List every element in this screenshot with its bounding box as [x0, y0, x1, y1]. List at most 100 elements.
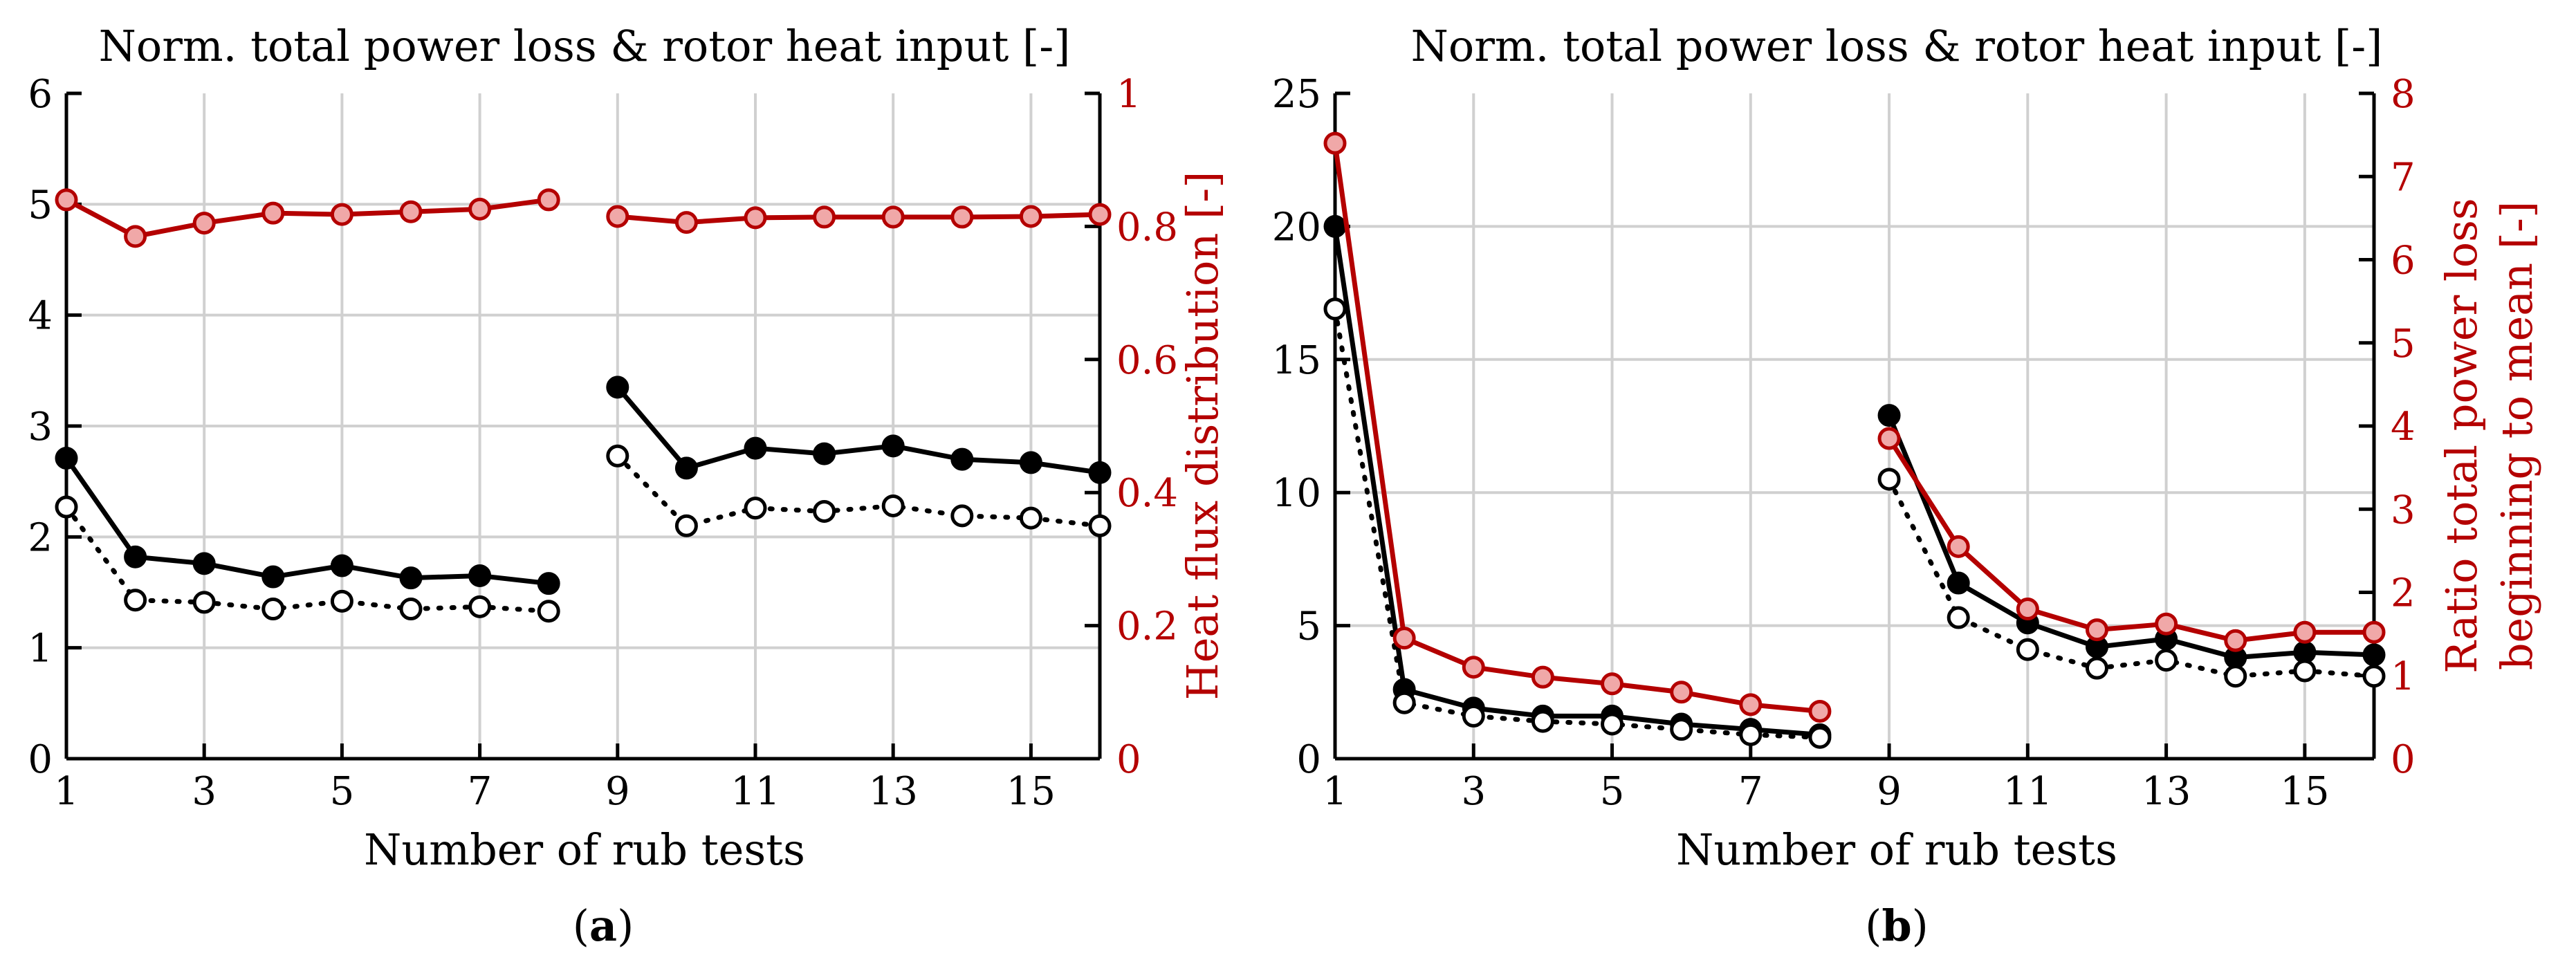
- data-point: [261, 201, 285, 225]
- x-tick-label: 7: [1738, 769, 1763, 814]
- data-point: [813, 499, 836, 523]
- data-point: [606, 376, 629, 399]
- data-point: [1877, 468, 1901, 491]
- data-point: [2293, 659, 2317, 683]
- y-tick-label-right: 0.4: [1116, 471, 1178, 516]
- data-point: [1739, 723, 1763, 746]
- y-tick-label-right: 0.8: [1116, 205, 1178, 250]
- data-point: [55, 188, 78, 212]
- panel-a: Norm. total power loss & rotor heat inpu…: [28, 21, 1228, 951]
- data-point: [1323, 297, 1347, 321]
- data-point: [468, 564, 492, 587]
- data-point: [1019, 506, 1042, 530]
- data-point: [537, 572, 560, 595]
- data-point: [606, 444, 629, 468]
- chart-title-b: Norm. total power loss & rotor heat inpu…: [1411, 21, 2383, 71]
- data-point: [537, 600, 560, 623]
- x-tick-label: 9: [605, 769, 630, 814]
- data-point: [330, 554, 353, 577]
- panel-letter-a: a: [589, 900, 617, 951]
- data-point: [1462, 656, 1485, 679]
- series-norm-total-power-loss: [55, 376, 1112, 595]
- data-point: [1019, 205, 1042, 228]
- data-point: [1462, 704, 1485, 728]
- x-tick-label: 15: [1006, 769, 1056, 814]
- series-line: [64, 197, 551, 239]
- x-tick-label: 13: [2142, 769, 2191, 814]
- y-axis-label-right-b-line1: Ratio total power loss: [2436, 198, 2487, 673]
- y-tick-label-right: 5: [2391, 322, 2416, 367]
- series-line: [615, 212, 1103, 225]
- y-axis-label-right-a: Heat flux distribution [-]: [1177, 172, 1228, 701]
- y-tick-label-right: 0.6: [1116, 338, 1178, 383]
- data-point: [2016, 598, 2039, 621]
- panel-label-a: (a): [573, 900, 634, 951]
- data-point: [606, 205, 629, 228]
- y-tick-label-left: 0: [1296, 737, 1321, 782]
- data-point: [1531, 710, 1554, 733]
- data-point: [2293, 620, 2317, 644]
- y-tick-label-right: 7: [2391, 155, 2416, 200]
- series-line: [1332, 306, 1823, 740]
- data-point: [399, 598, 423, 621]
- x-tick-label: 5: [330, 769, 355, 814]
- data-point: [468, 595, 492, 618]
- data-point: [399, 200, 423, 223]
- y-tick-label-right: 0: [1116, 737, 1141, 782]
- data-point: [813, 442, 836, 465]
- data-point: [881, 494, 905, 517]
- panel-b: Norm. total power loss & rotor heat inpu…: [1272, 21, 2542, 951]
- data-point: [674, 514, 698, 537]
- data-point: [2362, 665, 2386, 688]
- data-point: [1531, 665, 1554, 689]
- data-point: [399, 566, 423, 590]
- series-norm-rotor-heat-input: [55, 444, 1112, 623]
- data-point: [744, 497, 767, 520]
- data-point: [124, 225, 147, 248]
- data-point: [1088, 203, 1112, 226]
- y-tick-label-left: 0: [28, 737, 53, 782]
- y-tick-label-right: 6: [2391, 239, 2416, 284]
- data-point: [1947, 606, 1970, 629]
- data-point: [330, 203, 353, 226]
- panel-letter-b: b: [1882, 900, 1911, 951]
- data-point: [1601, 672, 1624, 696]
- x-tick-label: 13: [869, 769, 918, 814]
- data-point: [2155, 649, 2178, 672]
- data-point: [1670, 681, 1693, 704]
- data-point: [124, 589, 147, 612]
- series-line: [615, 385, 1103, 475]
- y-tick-label-left: 25: [1272, 72, 1321, 117]
- data-point: [1323, 131, 1347, 155]
- data-point: [261, 565, 285, 589]
- data-point: [192, 552, 216, 575]
- data-point: [1088, 461, 1112, 484]
- data-point: [55, 495, 78, 519]
- x-tick-label: 5: [1600, 769, 1625, 814]
- data-point: [744, 206, 767, 230]
- data-point: [1877, 427, 1901, 450]
- data-point: [1601, 712, 1624, 736]
- y-tick-label-left: 5: [1296, 604, 1321, 649]
- data-point: [674, 456, 698, 480]
- y-tick-label-left: 3: [28, 405, 53, 450]
- data-point: [881, 205, 905, 229]
- data-point: [468, 197, 492, 221]
- series-norm-rotor-heat-input: [1323, 297, 2386, 749]
- series-line: [1886, 436, 2377, 643]
- series-line: [615, 453, 1103, 528]
- data-point: [950, 205, 974, 229]
- data-point: [1808, 699, 1832, 723]
- x-tick-label: 7: [468, 769, 493, 814]
- x-axis-label-b: Number of rub tests: [1676, 824, 2117, 875]
- data-point: [1019, 451, 1042, 474]
- data-point: [950, 504, 974, 528]
- y-tick-label-left: 20: [1272, 205, 1321, 250]
- x-tick-label: 3: [1461, 769, 1486, 814]
- x-tick-label: 1: [1323, 769, 1347, 814]
- y-tick-label-right: 8: [2391, 72, 2416, 117]
- data-point: [2293, 640, 2317, 664]
